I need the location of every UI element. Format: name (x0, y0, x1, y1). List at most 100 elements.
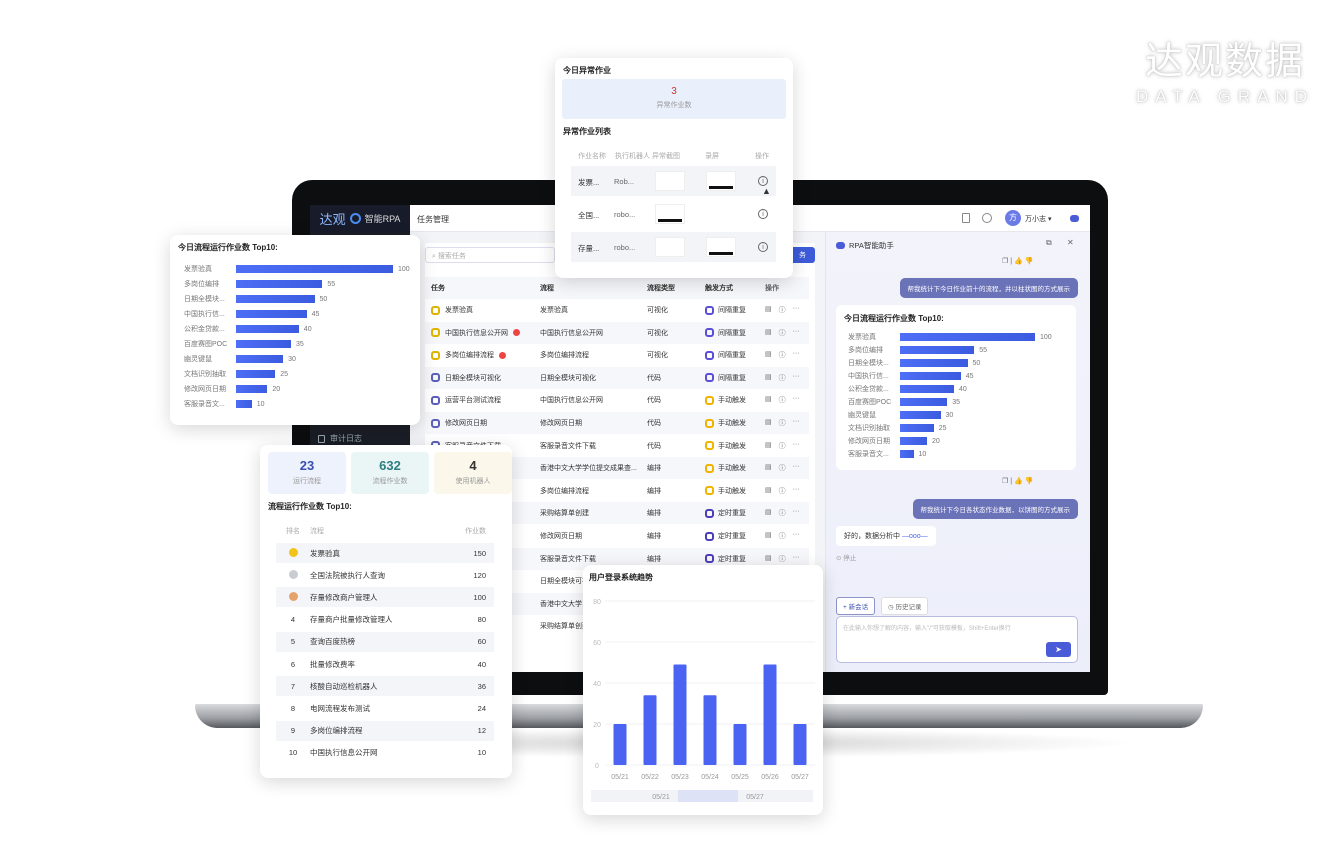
more-icon[interactable]: ··· (792, 372, 800, 380)
stop-button[interactable]: ⊙ 停止 (836, 555, 857, 562)
zoom-slider-window[interactable] (678, 790, 738, 802)
feedback-icons[interactable]: ❐ | 👍 👎 (1002, 478, 1034, 485)
info-icon[interactable]: i (758, 242, 768, 252)
chat-input[interactable]: 在此输入你想了解的内容，输入"/"可获取模板，Shift+Enter换行 ➤ (836, 616, 1078, 663)
more-icon[interactable]: ··· (792, 553, 800, 561)
log-icon[interactable]: ▤ (765, 554, 772, 562)
more-icon[interactable]: ··· (792, 327, 800, 335)
info-icon[interactable]: ⓘ (778, 465, 786, 473)
screenshot-thumb[interactable] (655, 237, 685, 257)
info-icon[interactable]: i (758, 209, 768, 219)
task-name[interactable]: 运营平台测试流程 (445, 397, 501, 405)
bar (900, 411, 941, 419)
more-icon[interactable]: ··· (792, 485, 800, 493)
table-row[interactable]: 运营平台测试流程 中国执行信息公开网 代码 手动触发 ▤ ⓘ ··· (425, 389, 809, 411)
info-icon[interactable]: ⓘ (778, 510, 786, 518)
more-icon[interactable]: ··· (792, 418, 800, 425)
task-name[interactable]: 日期全模块可视化 (445, 374, 501, 382)
trigger-label: 间隔重复 (718, 307, 746, 314)
robot-icon[interactable] (1070, 215, 1079, 222)
trigger-cell: 定时重复 (705, 508, 765, 518)
table-row[interactable]: 采购结算单创建 编排 定时重复 ▤ ⓘ ··· (425, 502, 809, 525)
info-icon[interactable]: i (758, 176, 768, 186)
task-name[interactable]: 修改网页日期 (445, 420, 487, 427)
info-icon[interactable]: ⓘ (778, 487, 786, 495)
sidebar-item-audit-log[interactable]: 审计日志 (318, 433, 362, 444)
more-icon[interactable]: ··· (792, 508, 800, 516)
task-name[interactable]: 多岗位编排流程 (445, 352, 494, 360)
more-icon[interactable]: ··· (792, 463, 800, 471)
log-icon[interactable]: ▤ (765, 396, 772, 404)
user-menu[interactable]: 万小志 ▾ (1025, 214, 1051, 224)
info-icon[interactable]: ⓘ (778, 420, 786, 427)
log-icon[interactable]: ▤ (765, 464, 772, 472)
info-icon[interactable]: ⓘ (778, 555, 786, 563)
help-icon[interactable] (982, 213, 992, 223)
feedback-icons[interactable]: ❐ | 👍 👎 (1002, 258, 1034, 265)
close-icon[interactable]: ✕ (1067, 238, 1074, 247)
log-icon[interactable]: ▤ (765, 486, 772, 494)
doc-icon[interactable] (962, 213, 970, 223)
recording-thumb[interactable] (706, 204, 736, 224)
info-icon[interactable]: ⓘ (778, 533, 786, 540)
log-icon[interactable]: ▤ (765, 532, 772, 539)
table-row[interactable]: 中国执行信息公开网 中国执行信息公开网 可视化 间隔重复 ▤ ⓘ ··· (425, 321, 809, 344)
anomaly-row[interactable]: 存量... robo... i (571, 232, 776, 262)
info-icon[interactable]: ⓘ (778, 374, 786, 382)
history-button[interactable]: ◷ 历史记录 (881, 597, 929, 615)
info-icon[interactable]: ⓘ (778, 329, 786, 337)
info-icon[interactable]: ⓘ (778, 307, 786, 314)
more-icon[interactable]: ··· (792, 395, 800, 403)
log-icon[interactable]: ▤ (765, 509, 772, 517)
more-icon[interactable]: ··· (792, 440, 800, 448)
assistant-panel: RPA智能助手 ⧉ ✕ ❐ | 👍 👎 帮我统计下今日作业前十的流程，并以柱状图… (825, 232, 1090, 672)
new-chat-button[interactable]: + 新会话 (836, 597, 876, 615)
log-icon[interactable]: ▤ (765, 419, 772, 426)
actions-cell: ▤ ⓘ ··· (765, 486, 809, 496)
recording-thumb[interactable] (706, 237, 736, 257)
anomaly-row[interactable]: 发票... Rob... i (571, 166, 776, 196)
table-row[interactable]: 发票验真 发票验真 可视化 间隔重复 ▤ ⓘ ··· (425, 299, 809, 321)
job-count: 60 (477, 637, 486, 647)
log-icon[interactable]: ▤ (765, 306, 772, 313)
task-name[interactable]: 中国执行信息公开网 (445, 329, 508, 337)
log-icon[interactable]: ▤ (765, 351, 772, 359)
anomaly-row[interactable]: 全国... robo... i (571, 199, 776, 229)
table-row[interactable]: 修改网页日期 修改网页日期 代码 手动触发 ▤ ⓘ ··· (425, 412, 809, 434)
recording-thumb[interactable] (706, 171, 736, 191)
flow-name: 存量商户批量修改管理人 (310, 615, 393, 625)
table-row[interactable]: 客服录音文件下载 编排 定时重复 ▤ ⓘ ··· (425, 547, 809, 570)
send-button[interactable]: ➤ (1046, 642, 1071, 657)
log-icon[interactable]: ▤ (765, 328, 772, 336)
info-icon[interactable]: ⓘ (778, 442, 786, 450)
app-logo[interactable]: 达观 智能RPA (310, 205, 410, 232)
table-row[interactable]: 日期全模块可视化 日期全模块可视化 代码 间隔重复 ▤ ⓘ ··· (425, 366, 809, 389)
avatar[interactable]: 方 (1005, 210, 1021, 226)
bar (703, 695, 717, 765)
info-icon[interactable]: ⓘ (778, 352, 786, 360)
bar-row: 百度赛图POC 35 (184, 338, 304, 350)
trigger-label: 手动触发 (718, 465, 746, 473)
more-icon[interactable]: ··· (792, 531, 800, 538)
more-icon[interactable]: ··· (792, 305, 800, 312)
log-icon[interactable]: ▤ (765, 373, 772, 381)
screenshot-thumb[interactable] (655, 171, 685, 191)
trigger-icon (705, 350, 714, 360)
search-input[interactable]: ⌕ 搜索任务 (425, 247, 555, 263)
table-row[interactable]: 香港中文大学学位提交成果查... 编排 手动触发 ▤ ⓘ ··· (425, 457, 809, 480)
log-icon[interactable]: ▤ (765, 441, 772, 449)
trigger-label: 间隔重复 (718, 352, 746, 360)
new-chat-label: 新会话 (848, 604, 869, 611)
actions-cell: ▤ ⓘ ··· (765, 463, 809, 473)
bar-row: 公积金贷款... 40 (184, 323, 312, 335)
tab-task-management[interactable]: 任务管理 (417, 215, 449, 224)
rank-cell: 9 (276, 726, 310, 735)
task-name[interactable]: 发票验真 (445, 307, 473, 314)
new-task-button[interactable]: 务 (790, 247, 815, 263)
bar (900, 333, 1035, 341)
more-icon[interactable]: ··· (792, 350, 800, 358)
screenshot-thumb[interactable] (655, 204, 685, 224)
table-row[interactable]: 多岗位编排流程 多岗位编排流程 可视化 间隔重复 ▤ ⓘ ··· (425, 344, 809, 366)
info-icon[interactable]: ⓘ (778, 397, 786, 405)
external-link-icon[interactable]: ⧉ (1046, 238, 1052, 247)
